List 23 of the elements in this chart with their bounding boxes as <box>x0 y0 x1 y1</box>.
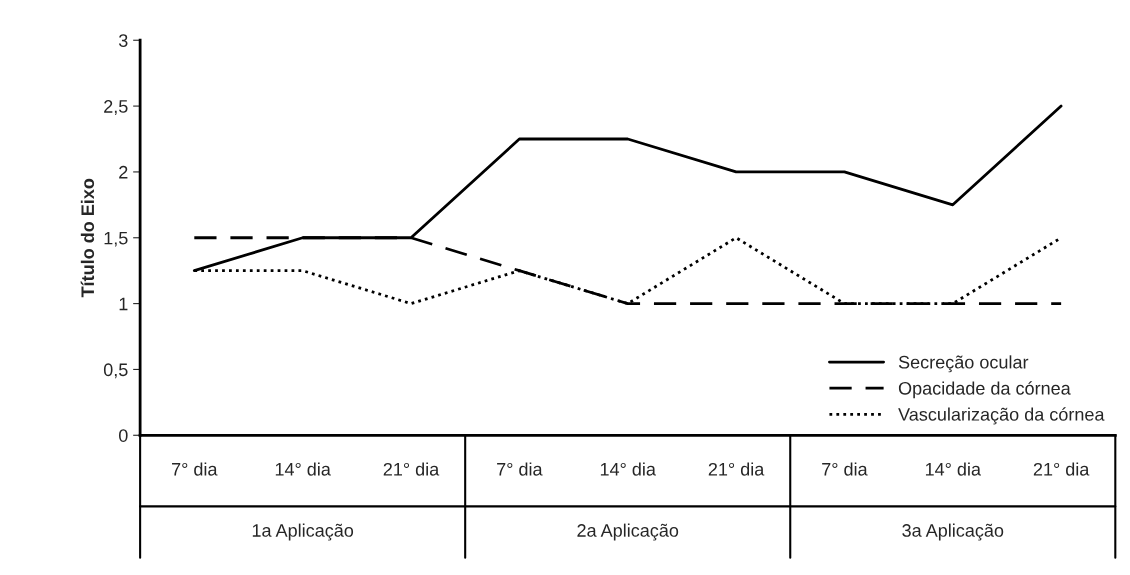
y-tick-label: 1 <box>119 297 128 311</box>
x-tick-label: 21° dia <box>1033 462 1090 476</box>
y-tick-label: 3 <box>118 34 128 47</box>
text: 2a Aplicação <box>577 523 679 541</box>
y-tick-label: 0 <box>118 429 128 442</box>
x-tick-label: 21° dia <box>383 462 440 476</box>
legend-label: Vascularização da córnea <box>898 407 1105 425</box>
x-tick-label: 14° dia <box>275 462 331 476</box>
y-tick-label: 2,5 <box>104 100 128 115</box>
text: 3a Aplicação <box>902 523 1004 541</box>
x-tick-label: 7° dia <box>172 462 218 476</box>
x-tick-label: 21° dia <box>708 462 765 476</box>
x-tick-label: 14° dia <box>600 462 656 476</box>
x-tick-label: 14° dia <box>925 462 981 476</box>
text: 1a Aplicação <box>252 523 354 541</box>
x-tick-label: 7° dia <box>497 462 543 476</box>
legend-label: Opacidade da córnea <box>898 381 1071 399</box>
y-tick-label: 2 <box>119 165 128 179</box>
y-tick-label: 1,5 <box>104 231 128 247</box>
legend-label: Secreção ocular <box>898 355 1029 373</box>
y-tick-label: 0,5 <box>103 363 128 379</box>
x-tick-label: 7° dia <box>822 462 868 476</box>
y-axis-title: Título do Eixo <box>80 178 95 298</box>
